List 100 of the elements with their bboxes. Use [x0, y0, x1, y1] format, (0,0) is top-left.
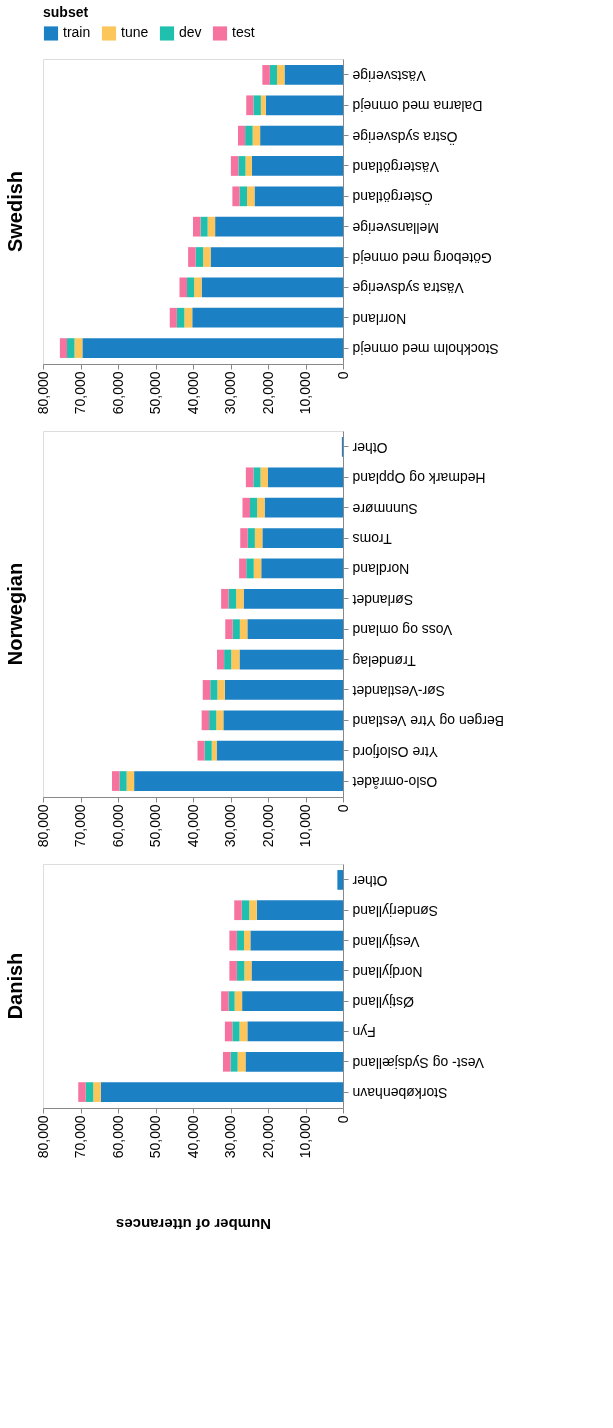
x-tick-label: 80,000: [34, 804, 51, 848]
bar: [192, 307, 343, 328]
bar: [238, 156, 246, 176]
bar: [247, 1021, 343, 1042]
bar: [240, 528, 248, 548]
bar: [184, 307, 193, 328]
bar: [230, 1051, 238, 1072]
bar: [257, 497, 265, 518]
x-tick-label: 0: [334, 804, 351, 813]
x-tick-label: 70,000: [72, 804, 88, 848]
x-tick-label: 80,000: [34, 1115, 51, 1159]
bar: [245, 467, 254, 488]
y-tick-label: Dalarna med omnejd: [352, 98, 483, 115]
x-tick-label: 50,000: [147, 1115, 163, 1159]
bar: [239, 649, 343, 670]
y-tick-label: Sør-Vestlandet: [352, 682, 446, 699]
bar: [245, 1051, 343, 1072]
bar: [234, 991, 243, 1012]
y-tick-label: Norrland: [352, 310, 407, 327]
x-tick-label: 60,000: [109, 804, 126, 848]
x-tick-label: 40,000: [184, 804, 201, 848]
x-tick-label: 10,000: [297, 371, 313, 415]
x-tick-label: 70,000: [72, 371, 88, 415]
bar: [241, 900, 250, 921]
bar: [216, 740, 343, 761]
bar: [126, 771, 135, 791]
bar: [228, 588, 237, 609]
bar: [254, 528, 263, 548]
bar: [229, 960, 237, 981]
bar: [251, 156, 343, 176]
bar: [225, 619, 233, 640]
bar: [242, 497, 250, 518]
bar: [269, 65, 277, 85]
bar: [245, 125, 253, 146]
x-tick-label: 60,000: [109, 371, 126, 415]
text: Norwegian: [4, 562, 26, 666]
bar: [210, 247, 343, 267]
bar: [247, 619, 343, 640]
bar: [242, 991, 343, 1012]
y-tick-label: Västergötland: [352, 158, 439, 175]
y-tick-label: Göteborg med omnejd: [352, 250, 492, 267]
bar: [194, 277, 202, 298]
bar: [252, 125, 261, 146]
bar: [337, 870, 343, 890]
text: Swedish: [4, 170, 26, 253]
bar: [246, 95, 254, 116]
bar: [245, 156, 252, 176]
bar: [188, 247, 196, 267]
y-tick-label: Östergötland: [352, 189, 433, 207]
y-tick-label: Trøndelag: [352, 652, 416, 669]
bar: [193, 216, 201, 237]
x-tick-label: 20,000: [259, 1115, 276, 1159]
bar: [217, 680, 225, 700]
bar: [232, 1021, 240, 1042]
bar: [253, 467, 261, 488]
x-tick-label: 10,000: [297, 1115, 313, 1159]
bar: [254, 186, 343, 207]
x-tick-label: 10,000: [297, 804, 313, 848]
bar: [217, 649, 225, 670]
y-tick-label: Fyn: [352, 1024, 376, 1041]
y-tick-label: Østjylland: [352, 994, 414, 1011]
x-tick-label: 0: [334, 1115, 351, 1124]
bar: [250, 497, 258, 518]
bar: [100, 1082, 343, 1102]
text: Danish: [4, 952, 26, 1020]
bar: [82, 338, 343, 358]
x-tick-label: 30,000: [222, 371, 238, 415]
bar: [221, 588, 229, 609]
y-tick-label: Nordjylland: [352, 963, 423, 980]
bar: [201, 277, 343, 298]
legend-label: dev: [179, 24, 202, 41]
bar: [202, 680, 211, 700]
bar: [229, 930, 237, 951]
bar: [232, 186, 240, 207]
x-tick-label: 20,000: [259, 804, 276, 848]
bar: [284, 65, 343, 85]
legend-label: tune: [121, 24, 149, 41]
legend-label: train: [63, 24, 91, 41]
y-tick-label: Vestjylland: [352, 933, 420, 950]
bar: [93, 1082, 101, 1102]
y-tick-label: Voss og omland: [352, 622, 453, 639]
bar: [261, 558, 343, 579]
bar: [236, 930, 244, 951]
bar: [260, 95, 266, 116]
bar: [236, 588, 244, 609]
y-tick-label: Ytre Oslofjord: [352, 743, 439, 760]
x-tick-label: 30,000: [222, 804, 238, 848]
y-tick-label: Stockholm med omnejd: [352, 341, 499, 358]
bar: [237, 1051, 246, 1072]
x-tick-label: 40,000: [184, 371, 201, 415]
bar: [244, 930, 251, 951]
x-tick-label: 60,000: [109, 1115, 126, 1159]
bar: [223, 710, 343, 731]
y-tick-label: Nordland: [352, 561, 410, 578]
bar: [169, 307, 177, 328]
bar: [176, 307, 185, 328]
bar: [201, 710, 210, 731]
bar: [268, 467, 343, 488]
y-tick-label: Other: [352, 872, 388, 889]
bar: [277, 65, 285, 85]
